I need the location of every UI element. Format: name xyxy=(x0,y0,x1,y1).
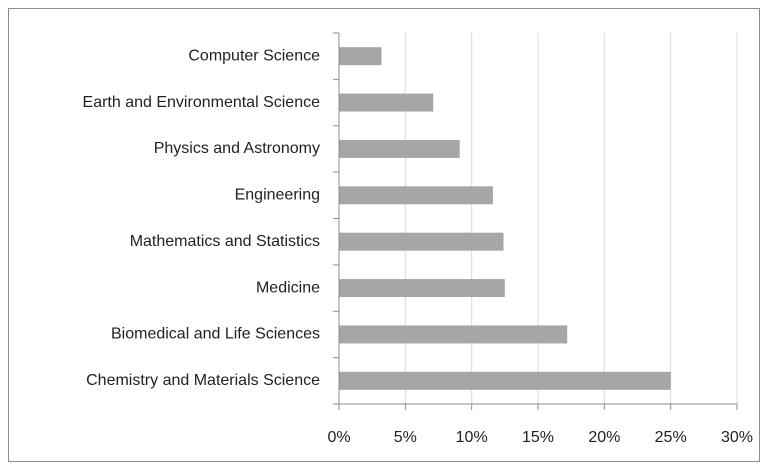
y-tick-label: Engineering xyxy=(235,187,320,204)
bar xyxy=(339,279,505,298)
x-tick-label: 10% xyxy=(456,429,488,446)
y-tick-label: Physics and Astronomy xyxy=(154,140,320,157)
bar xyxy=(339,47,382,66)
bar xyxy=(339,93,434,112)
y-tick-label: Medicine xyxy=(256,279,320,296)
x-tick-label: 0% xyxy=(327,429,350,446)
bar xyxy=(339,325,568,344)
bar xyxy=(339,371,671,390)
x-tick-label: 30% xyxy=(721,429,753,446)
x-tick-label: 20% xyxy=(588,429,620,446)
bar xyxy=(339,186,493,205)
y-tick-label: Biomedical and Life Sciences xyxy=(111,326,320,343)
y-tick-label: Chemistry and Materials Science xyxy=(86,372,320,389)
x-tick-label: 5% xyxy=(394,429,417,446)
bar xyxy=(339,232,504,251)
x-tick-label: 25% xyxy=(655,429,687,446)
y-tick-label: Mathematics and Statistics xyxy=(130,233,320,250)
x-tick-label: 15% xyxy=(522,429,554,446)
y-tick-label: Computer Science xyxy=(188,47,320,64)
y-tick-label: Earth and Environmental Science xyxy=(83,94,321,111)
bar xyxy=(339,139,460,158)
